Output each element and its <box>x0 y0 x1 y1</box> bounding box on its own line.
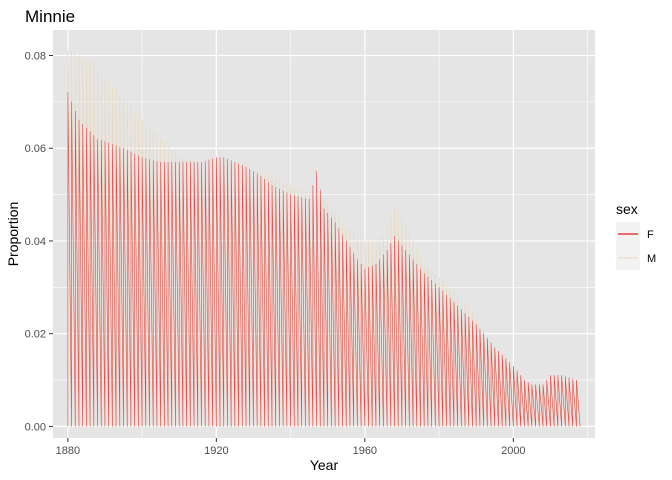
series-f <box>67 92 581 427</box>
x-tick-label: 1880 <box>56 445 80 457</box>
y-tick-label: 0.00 <box>25 421 46 433</box>
legend-label: F <box>647 229 654 241</box>
legend-entry-m: M <box>616 246 656 270</box>
legend-entries: FM <box>616 222 656 270</box>
x-tick-label: 2000 <box>501 445 525 457</box>
y-axis-title: Proportion <box>5 202 21 267</box>
x-tick-label: 1960 <box>353 445 377 457</box>
y-tick-label: 0.08 <box>25 51 46 63</box>
legend-title: sex <box>616 201 638 217</box>
legend-entry-f: F <box>616 222 654 246</box>
y-tick-label: 0.02 <box>25 329 46 341</box>
y-tick-label: 0.04 <box>25 236 46 248</box>
y-axis: 0.00 0.02 0.04 0.06 0.08 <box>25 51 53 433</box>
x-axis-title: Year <box>310 457 339 473</box>
x-axis: 1880 1920 1960 2000 <box>56 438 526 457</box>
series-line-f <box>67 92 581 427</box>
chart-title: Minnie <box>25 7 75 26</box>
legend-label: M <box>647 253 656 265</box>
legend: sex FM <box>616 201 656 270</box>
x-tick-label: 1920 <box>204 445 228 457</box>
y-tick-label: 0.06 <box>25 143 46 155</box>
